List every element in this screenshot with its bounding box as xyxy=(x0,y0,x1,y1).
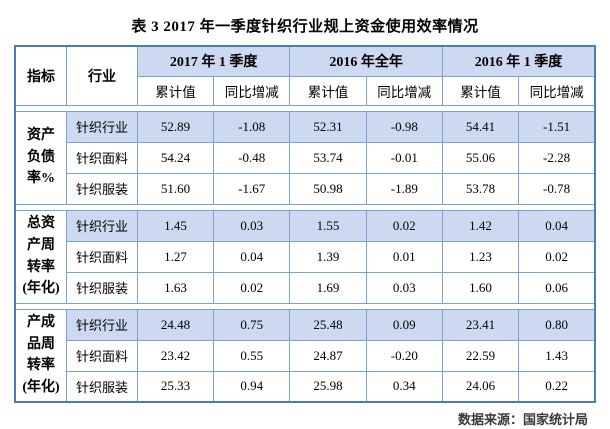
value-cell: 24.06 xyxy=(441,370,520,403)
capital-efficiency-table: 指标 行业 2017 年 1 季度 2016 年全年 2016 年 1 季度 累… xyxy=(14,45,596,403)
value-cell: -1.51 xyxy=(518,110,596,143)
value-cell: 1.45 xyxy=(136,209,215,242)
value-cell: 1.69 xyxy=(289,271,367,304)
value-cell: 0.04 xyxy=(213,240,291,273)
table-row: 针织面料 23.42 0.55 24.87 -0.20 22.59 1.43 xyxy=(15,339,596,372)
table-title: 表 3 2017 年一季度针织行业规上资金使用效率情况 xyxy=(131,19,479,35)
subheader-yoy: 同比增减 xyxy=(213,75,291,106)
value-cell: 54.24 xyxy=(136,141,215,174)
header-row-subheaders: 累计值 同比增减 累计值 同比增减 累计值 同比增减 xyxy=(15,75,596,106)
subheader-cumulative: 累计值 xyxy=(289,75,367,106)
industry-cell: 针织服装 xyxy=(66,370,138,403)
header-period-2016full: 2016 年全年 xyxy=(289,45,443,77)
industry-cell: 针织面料 xyxy=(66,339,138,372)
subheader-cumulative: 累计值 xyxy=(441,75,520,106)
value-cell: 0.55 xyxy=(213,339,291,372)
value-cell: 0.01 xyxy=(365,240,443,273)
value-cell: 0.02 xyxy=(518,240,596,273)
value-cell: 25.33 xyxy=(136,370,215,403)
value-cell: -0.20 xyxy=(365,339,443,372)
value-cell: 0.94 xyxy=(213,370,291,403)
table-row: 针织面料 1.27 0.04 1.39 0.01 1.23 0.02 xyxy=(15,240,596,273)
value-cell: 23.42 xyxy=(136,339,215,372)
group-spacer xyxy=(15,303,595,309)
table-row: 针织面料 54.24 -0.48 53.74 -0.01 55.06 -2.28 xyxy=(15,141,596,174)
value-cell: 1.55 xyxy=(289,209,367,242)
industry-cell: 针织面料 xyxy=(66,240,138,273)
value-cell: 0.22 xyxy=(518,370,596,403)
value-cell: 0.04 xyxy=(518,209,596,242)
value-cell: 52.31 xyxy=(289,110,367,143)
header-industry: 行业 xyxy=(66,45,138,106)
industry-cell: 针织服装 xyxy=(66,271,138,304)
value-cell: 53.74 xyxy=(289,141,367,174)
value-cell: -1.89 xyxy=(365,172,443,205)
value-cell: 0.06 xyxy=(518,271,596,304)
industry-cell: 针织行业 xyxy=(66,308,138,341)
value-cell: 0.09 xyxy=(365,308,443,341)
value-cell: -2.28 xyxy=(518,141,596,174)
data-source-note: 数据来源：国家统计局 xyxy=(457,412,588,427)
group-spacer-row xyxy=(15,204,595,210)
value-cell: 52.89 xyxy=(136,110,215,143)
table-row: 针织服装 51.60 -1.67 50.98 -1.89 53.78 -0.78 xyxy=(15,172,596,205)
group-spacer xyxy=(15,105,595,111)
group-spacer-row xyxy=(15,105,595,111)
group-spacer xyxy=(15,204,595,210)
value-cell: 1.60 xyxy=(441,271,520,304)
value-cell: 0.03 xyxy=(365,271,443,304)
value-cell: 50.98 xyxy=(289,172,367,205)
table-row: 针织服装 25.33 0.94 25.98 0.34 24.06 0.22 xyxy=(15,370,596,403)
value-cell: 0.02 xyxy=(213,271,291,304)
value-cell: -1.08 xyxy=(213,110,291,143)
subheader-yoy: 同比增减 xyxy=(518,75,596,106)
indicator-cell: 资产 负债 率% xyxy=(14,110,68,205)
industry-cell: 针织行业 xyxy=(66,209,138,242)
value-cell: 25.98 xyxy=(289,370,367,403)
value-cell: -0.01 xyxy=(365,141,443,174)
table-row: 针织服装 1.63 0.02 1.69 0.03 1.60 0.06 xyxy=(15,271,596,304)
table-row: 总资 产周 转率 (年化) 针织行业 1.45 0.03 1.55 0.02 1.42 0.0… xyxy=(14,209,596,304)
value-cell: 0.02 xyxy=(365,209,443,242)
value-cell: 55.06 xyxy=(441,141,520,174)
indicator-cell: 总资 产周 转率 (年化) xyxy=(14,209,68,304)
value-cell: 24.87 xyxy=(289,339,367,372)
value-cell: 0.80 xyxy=(518,308,596,341)
value-cell: 53.78 xyxy=(441,172,520,205)
value-cell: 1.23 xyxy=(441,240,520,273)
value-cell: 1.43 xyxy=(518,339,596,372)
industry-cell: 针织面料 xyxy=(66,141,138,174)
industry-cell: 针织服装 xyxy=(66,172,138,205)
header-row-periods: 指标 行业 2017 年 1 季度 2016 年全年 2016 年 1 季度 xyxy=(14,45,596,106)
group-spacer-row xyxy=(15,303,595,309)
value-cell: 1.63 xyxy=(136,271,215,304)
value-cell: 1.42 xyxy=(441,209,520,242)
value-cell: -1.67 xyxy=(213,172,291,205)
value-cell: -0.48 xyxy=(213,141,291,174)
indicator-cell: 产成 品周 转率 (年化) xyxy=(14,308,68,403)
industry-cell: 针织行业 xyxy=(66,110,138,143)
value-cell: 0.03 xyxy=(213,209,291,242)
subheader-yoy: 同比增减 xyxy=(365,75,443,106)
value-cell: 24.48 xyxy=(136,308,215,341)
subheader-cumulative: 累计值 xyxy=(136,75,215,106)
value-cell: 25.48 xyxy=(289,308,367,341)
table-row: 产成 品周 转率 (年化) 针织行业 24.48 0.75 25.48 0.09 23.41… xyxy=(14,308,596,403)
table-row: 资产 负债 率% 针织行业 52.89 -1.08 52.31 -0.98 54.41 -1.… xyxy=(14,110,596,205)
header-indicator: 指标 xyxy=(14,45,68,106)
header-period-2017q1: 2017 年 1 季度 xyxy=(136,45,291,77)
value-cell: 0.75 xyxy=(213,308,291,341)
header-period-2016q1: 2016 年 1 季度 xyxy=(441,45,596,77)
value-cell: 54.41 xyxy=(441,110,520,143)
value-cell: 23.41 xyxy=(441,308,520,341)
value-cell: 1.39 xyxy=(289,240,367,273)
value-cell: 51.60 xyxy=(136,172,215,205)
value-cell: -0.78 xyxy=(518,172,596,205)
value-cell: 0.34 xyxy=(365,370,443,403)
value-cell: -0.98 xyxy=(365,110,443,143)
value-cell: 1.27 xyxy=(136,240,215,273)
value-cell: 22.59 xyxy=(441,339,520,372)
